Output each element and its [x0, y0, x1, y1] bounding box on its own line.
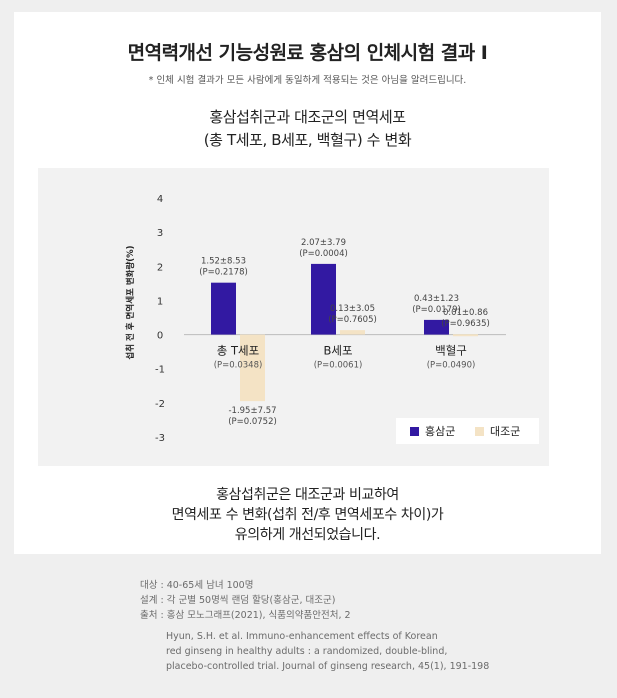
category-pvalue-label: (P=0.0061): [314, 361, 363, 371]
bar-ginseng-2: [424, 319, 449, 335]
study-meta: 대상 : 40-65세 남녀 100명 설계 : 각 군별 50명씩 랜덤 할당…: [140, 578, 351, 623]
data-pvalue-label: (P=0.0752): [228, 417, 277, 427]
meta-source: 출처 : 홍삼 모노그래프(2021), 식품의약품안전처, 2: [140, 610, 351, 621]
category-label: 백혈구: [435, 344, 467, 358]
bar-control-1: [340, 330, 365, 335]
y-tick-label: 4: [157, 194, 163, 205]
meta-design: 설계 : 각 군별 50명씩 랜덤 할당(홍삼군, 대조군): [140, 595, 336, 606]
legend-label-ginseng: 홍삼군: [425, 424, 455, 438]
legend-swatch-control: [475, 427, 484, 436]
data-label: 0.43±1.23: [414, 294, 459, 304]
data-pvalue-label: (P=0.2178): [199, 268, 248, 278]
data-pvalue-label: (P=0.0004): [299, 249, 348, 259]
data-label: 1.52±8.53: [201, 257, 246, 267]
result-card: 면역력개선 기능성원료 홍삼의 인체시험 결과 Ⅰ * 인체 시험 결과가 모든…: [14, 12, 601, 554]
category-label: B세포: [323, 344, 352, 358]
chart-panel: 4 3 2 1 0 -1 -2 -3 섭취 전 후 면역세포 변화량(%) 1.52±8.53 (P…: [38, 168, 549, 466]
category-pvalue-label: (P=0.0348): [214, 361, 263, 371]
data-label: -1.95±7.57: [228, 406, 276, 416]
citation-line3: placebo-controlled trial. Journal of gin…: [166, 661, 490, 672]
legend-box: [396, 418, 539, 444]
data-pvalue-label: (P=0.0179): [412, 305, 461, 315]
bar-ginseng-0: [211, 282, 236, 335]
y-tick-label: -3: [155, 433, 165, 444]
data-pvalue-label: (P=0.9635): [441, 319, 490, 329]
y-tick-label: 3: [157, 228, 163, 239]
y-tick-label: 0: [157, 331, 163, 342]
bar-ginseng-1: [311, 263, 336, 335]
data-label: 0.01±0.86: [443, 308, 488, 318]
chart-subtitle-line1: 홍삼섭취군과 대조군의 면역세포: [209, 108, 406, 126]
chart-subtitle-line2: (총 T세포, B세포, 백혈구) 수 변화: [203, 131, 412, 149]
page-title: 면역력개선 기능성원료 홍삼의 인체시험 결과 Ⅰ: [127, 42, 488, 64]
y-tick-label: -2: [155, 399, 165, 410]
y-axis-label: 섭취 전 후 면역세포 변화량(%): [125, 245, 136, 359]
citation: Hyun, S.H. et al. Immuno-enhancement eff…: [166, 629, 489, 674]
bar-control-2: [453, 334, 478, 337]
data-label: 0.13±3.05: [330, 304, 375, 314]
meta-subjects: 대상 : 40-65세 남녀 100명: [140, 580, 254, 591]
y-tick-label: 1: [157, 296, 163, 307]
data-label: 2.07±3.79: [301, 238, 346, 248]
conclusion-line3: 유의하게 개선되었습니다.: [234, 527, 381, 543]
y-tick-label: 2: [157, 262, 163, 273]
y-tick-label: -1: [155, 365, 165, 376]
legend-swatch-ginseng: [410, 427, 419, 436]
citation-line1: Hyun, S.H. et al. Immuno-enhancement eff…: [166, 631, 438, 642]
legend-label-control: 대조군: [490, 425, 520, 438]
data-pvalue-label: (P=0.7605): [328, 315, 377, 325]
category-label: 총 T세포: [217, 344, 259, 358]
conclusion-line1: 홍삼섭취군은 대조군과 비교하여: [216, 487, 399, 503]
bar-control-0: [240, 334, 265, 402]
citation-line2: red ginseng in healthy adults : a random…: [166, 646, 448, 657]
disclaimer-note: * 인체 시험 결과가 모든 사람에게 동일하게 적용되는 것은 아님을 알려드…: [148, 75, 467, 86]
conclusion-line2: 면역세포 수 변화(섭취 전/후 면역세포수 차이)가: [171, 507, 444, 523]
category-pvalue-label: (P=0.0490): [427, 361, 476, 371]
